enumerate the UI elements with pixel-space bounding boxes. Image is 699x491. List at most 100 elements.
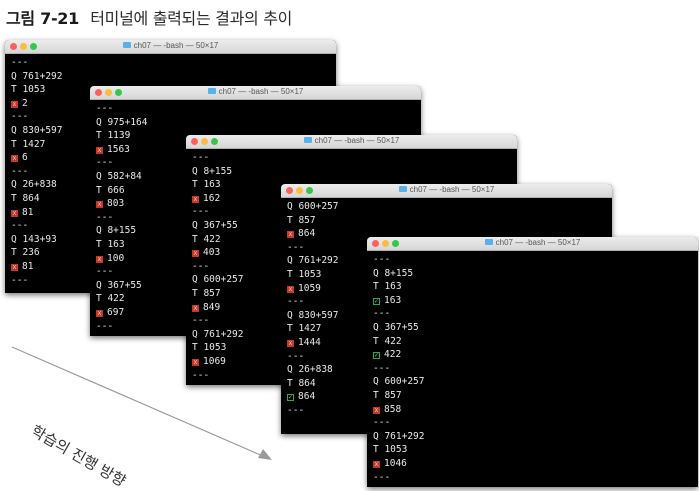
wrong-mark-icon: x bbox=[96, 254, 103, 263]
figure-title: 터미널에 출력되는 결과의 추이 bbox=[90, 9, 293, 28]
output-line: x 858 bbox=[373, 403, 402, 415]
output-line: ✓ 864 bbox=[287, 391, 316, 403]
output-line: --- bbox=[287, 404, 305, 416]
terminal-window-5[interactable]: ch07 — -bash — 50×17 --- Q 8+155 T 163 ✓… bbox=[367, 237, 698, 487]
output-line: Q 582+84 bbox=[96, 170, 142, 182]
folder-icon bbox=[207, 88, 216, 94]
output-line: T 422 bbox=[373, 335, 402, 347]
output-line: Q 26+838 bbox=[287, 364, 333, 376]
output-line: --- bbox=[192, 206, 210, 218]
output-line: T 422 bbox=[96, 293, 125, 305]
output-line: T 666 bbox=[96, 184, 125, 196]
output-line: x 403 bbox=[192, 247, 221, 259]
output-line: Q 367+55 bbox=[373, 321, 419, 333]
output-line: T 864 bbox=[287, 377, 316, 389]
window-title: ch07 — -bash — 50×17 bbox=[133, 41, 219, 50]
window-titlebar[interactable]: ch07 — -bash — 50×17 bbox=[5, 40, 336, 54]
wrong-mark-icon: x bbox=[373, 459, 380, 468]
output-line: Q 761+292 bbox=[373, 430, 425, 442]
wrong-mark-icon: x bbox=[11, 99, 18, 108]
window-titlebar[interactable]: ch07 — -bash — 50×17 bbox=[281, 184, 612, 198]
terminal-output: --- Q 975+164 T 1139 x 1563 --- Q 582+84 … bbox=[90, 100, 421, 333]
figure-number: 그림 7-21 bbox=[6, 9, 79, 28]
output-line: x 1069 bbox=[192, 355, 226, 367]
output-line: --- bbox=[287, 350, 305, 362]
zoom-dot[interactable] bbox=[30, 43, 37, 50]
terminal-output: Q 600+257 T 857 x 864 --- Q 761+292 T 105… bbox=[281, 198, 612, 418]
output-line: T 857 bbox=[192, 287, 221, 299]
minimize-dot[interactable] bbox=[105, 89, 112, 96]
window-title: ch07 — -bash — 50×17 bbox=[409, 185, 495, 194]
wrong-mark-icon: x bbox=[287, 284, 294, 293]
output-line: T 1053 bbox=[287, 268, 322, 280]
output-line: --- bbox=[11, 57, 29, 68]
output-line: T 1053 bbox=[192, 342, 227, 354]
wrong-mark-icon: x bbox=[192, 303, 199, 312]
correct-mark-icon: ✓ bbox=[373, 296, 380, 305]
output-line: --- bbox=[373, 254, 391, 265]
output-line: x 1444 bbox=[287, 336, 321, 348]
output-line: --- bbox=[373, 308, 391, 320]
output-line: x 1563 bbox=[96, 143, 130, 155]
zoom-dot[interactable] bbox=[115, 89, 122, 96]
close-dot[interactable] bbox=[95, 89, 102, 96]
figure-caption: 그림 7-21 터미널에 출력되는 결과의 추이 bbox=[6, 5, 292, 29]
output-line: --- bbox=[96, 320, 114, 332]
wrong-mark-icon: x bbox=[96, 145, 103, 154]
output-line: Q 143+93 bbox=[11, 233, 57, 245]
folder-icon bbox=[303, 137, 312, 143]
minimize-dot[interactable] bbox=[201, 138, 208, 145]
output-line: --- bbox=[192, 260, 210, 272]
terminal-output: --- Q 8+155 T 163 x 162 --- Q 367+55 T 42… bbox=[186, 149, 517, 382]
close-dot[interactable] bbox=[372, 240, 379, 247]
zoom-dot[interactable] bbox=[392, 240, 399, 247]
output-line: T 1053 bbox=[373, 444, 408, 456]
correct-mark-icon: ✓ bbox=[287, 393, 294, 402]
output-line: Q 830+597 bbox=[287, 309, 339, 321]
output-line: --- bbox=[96, 103, 114, 114]
wrong-mark-icon: x bbox=[192, 194, 199, 203]
output-line: Q 8+155 bbox=[192, 165, 233, 177]
wrong-mark-icon: x bbox=[96, 200, 103, 209]
close-dot[interactable] bbox=[286, 187, 293, 194]
minimize-dot[interactable] bbox=[296, 187, 303, 194]
minimize-dot[interactable] bbox=[20, 43, 27, 50]
window-titlebar[interactable]: ch07 — -bash — 50×17 bbox=[186, 135, 517, 149]
wrong-mark-icon: x bbox=[11, 208, 18, 217]
close-dot[interactable] bbox=[191, 138, 198, 145]
output-line: --- bbox=[192, 152, 210, 163]
output-line: Q 761+292 bbox=[287, 255, 339, 267]
output-line: Q 600+257 bbox=[287, 201, 339, 212]
wrong-mark-icon: x bbox=[11, 154, 18, 163]
wrong-mark-icon: x bbox=[96, 308, 103, 317]
minimize-dot[interactable] bbox=[382, 240, 389, 247]
output-line: --- bbox=[192, 369, 210, 381]
output-line: x 864 bbox=[287, 228, 316, 240]
zoom-dot[interactable] bbox=[306, 187, 313, 194]
output-line: --- bbox=[11, 220, 29, 232]
output-line: --- bbox=[11, 165, 29, 177]
output-line: --- bbox=[287, 241, 305, 253]
close-dot[interactable] bbox=[10, 43, 17, 50]
window-titlebar[interactable]: ch07 — -bash — 50×17 bbox=[367, 237, 698, 251]
zoom-dot[interactable] bbox=[211, 138, 218, 145]
correct-mark-icon: ✓ bbox=[373, 351, 380, 360]
output-line: Q 761+292 bbox=[192, 328, 244, 340]
output-line: --- bbox=[373, 471, 391, 483]
output-line: Q 367+55 bbox=[192, 219, 238, 231]
output-line: x 100 bbox=[96, 252, 125, 264]
window-titlebar[interactable]: ch07 — -bash — 50×17 bbox=[90, 86, 421, 100]
output-line: T 1139 bbox=[96, 130, 131, 142]
output-line: T 163 bbox=[373, 281, 402, 293]
output-line: --- bbox=[96, 266, 114, 278]
output-line: --- bbox=[192, 315, 210, 327]
output-line: T 864 bbox=[11, 192, 40, 204]
output-line: ✓ 422 bbox=[373, 349, 402, 361]
folder-icon bbox=[122, 42, 131, 48]
output-line: Q 26+838 bbox=[11, 179, 57, 191]
output-line: --- bbox=[11, 111, 29, 123]
folder-icon bbox=[398, 186, 407, 192]
window-title: ch07 — -bash — 50×17 bbox=[218, 87, 304, 96]
